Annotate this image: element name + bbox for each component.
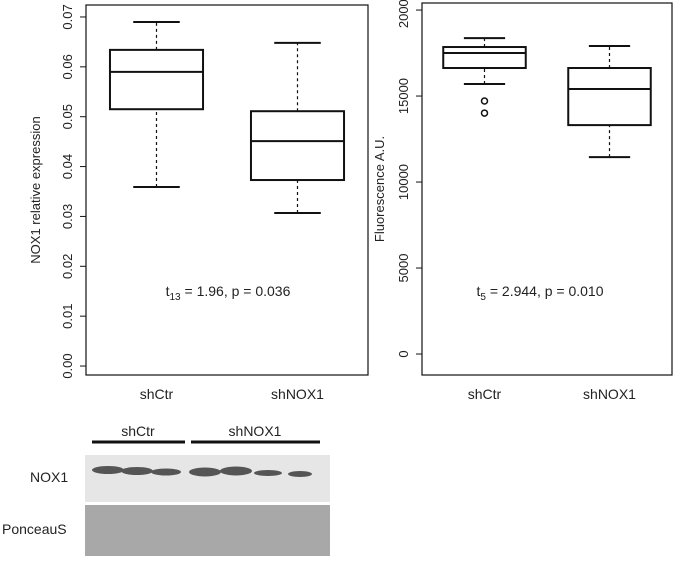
- stat-text: = 1.96, p = 0.036: [181, 283, 291, 299]
- box: [108, 48, 205, 111]
- x-tick-label: shCtr: [140, 386, 174, 402]
- x-tick-label: shNOX1: [583, 386, 636, 402]
- y-tick-label: 5000: [396, 254, 411, 283]
- bands: [92, 466, 312, 477]
- y-axis-label: Fluorescence A.U.: [372, 136, 387, 242]
- y-tick-label: 20000: [396, 0, 411, 28]
- stat-symbol: t: [477, 283, 481, 299]
- stat-text: = 2.944, p = 0.010: [486, 283, 604, 299]
- stat-df: 13: [170, 292, 182, 303]
- outlier: [480, 97, 489, 105]
- blot: shCtr shNOX1 NOX1 PonceauS: [2, 423, 330, 556]
- stat-df: 5: [480, 292, 486, 303]
- group-label: shNOX1: [229, 423, 282, 439]
- box: [442, 46, 527, 70]
- y-tick-label: 0: [396, 350, 411, 357]
- row-label: NOX1: [30, 469, 68, 485]
- plot-frame: [85, 4, 369, 376]
- y-tick-label: 0.06: [60, 54, 75, 79]
- y-tick-label: 0.03: [60, 204, 75, 229]
- outlier: [480, 109, 489, 117]
- annotation: t5 = 2.944, p = 0.010: [477, 283, 604, 303]
- blot-panel: [85, 455, 330, 502]
- y-tick-label: 0.02: [60, 254, 75, 279]
- x-tick-label: shNOX1: [271, 386, 324, 402]
- y-tick-label: 0.04: [60, 154, 75, 179]
- y-tick-label: 0.05: [60, 104, 75, 129]
- y-tick-label: 0.01: [60, 304, 75, 329]
- y-tick-label: 15000: [396, 78, 411, 114]
- y-tick-label: 0.00: [60, 353, 75, 378]
- blot-panel: [85, 505, 330, 556]
- box: [249, 110, 346, 182]
- stat-symbol: t: [166, 283, 170, 299]
- box: [567, 67, 652, 127]
- row-label: PonceauS: [2, 521, 67, 537]
- annotation: t13 = 1.96, p = 0.036: [166, 283, 291, 303]
- plot-frame: [421, 2, 673, 376]
- y-tick-label: 10000: [396, 164, 411, 200]
- group-label: shCtr: [121, 423, 155, 439]
- y-axis-label: NOX1 relative expression: [28, 116, 43, 263]
- x-tick-label: shCtr: [468, 386, 502, 402]
- y-tick-label: 0.07: [60, 4, 75, 29]
